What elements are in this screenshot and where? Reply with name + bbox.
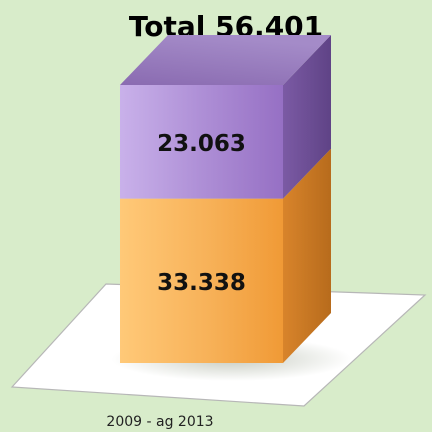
segment-top-side xyxy=(283,35,331,199)
segment-bottom-side xyxy=(283,148,331,363)
segment-top-top xyxy=(120,35,331,85)
bars-group: 33.338 23.063 xyxy=(111,35,352,381)
segment-bottom-front xyxy=(120,198,283,363)
data-label-bottom: 33.338 xyxy=(157,270,246,296)
category-label: 2009 - ag 2013 xyxy=(106,414,213,430)
data-label-top: 23.063 xyxy=(157,131,246,157)
segment-top-front xyxy=(120,85,283,199)
